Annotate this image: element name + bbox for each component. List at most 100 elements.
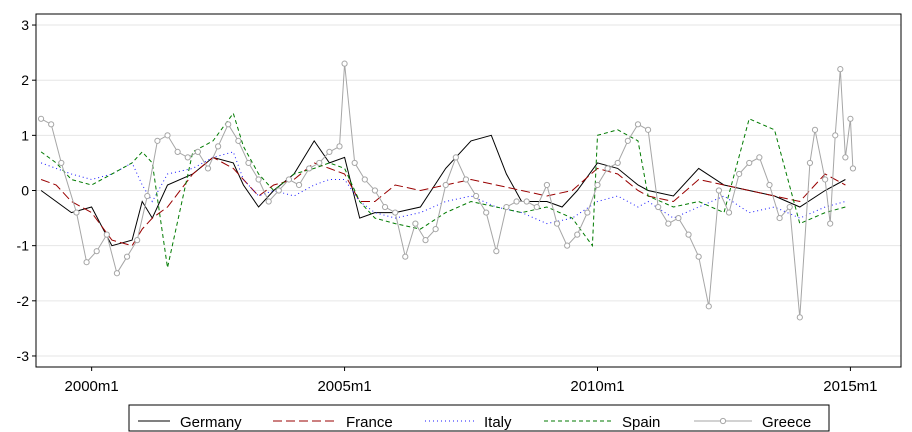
data-point (847, 115, 854, 122)
data-point (73, 209, 80, 216)
data-point (103, 231, 110, 238)
y-axis: -3 -2 -1 0 1 2 3 (17, 17, 36, 364)
legend-label: Spain (622, 414, 660, 431)
data-point (174, 148, 181, 155)
y-tick-label: 2 (21, 72, 29, 88)
data-point (705, 303, 712, 310)
data-point (624, 137, 631, 144)
data-point (685, 231, 692, 238)
data-point (48, 121, 55, 128)
data-point (553, 220, 561, 227)
y-tick-label: 3 (21, 17, 29, 33)
data-point (513, 198, 520, 205)
data-point (715, 187, 722, 194)
data-point (194, 148, 201, 155)
legend-item-spain: Spain (544, 414, 660, 431)
data-point (786, 203, 793, 211)
data-point (665, 220, 672, 227)
y-tick-label: -1 (17, 238, 30, 254)
data-point (336, 143, 343, 150)
data-point (806, 159, 814, 167)
x-tick-label: 2010m1 (570, 378, 624, 395)
data-point (316, 159, 323, 167)
data-point (235, 137, 242, 144)
data-point (725, 209, 733, 216)
data-point (832, 132, 839, 139)
data-point (285, 176, 293, 183)
legend-item-france: France (273, 414, 393, 431)
data-point (341, 60, 348, 67)
series-line (40, 151, 846, 225)
legend-marker (719, 417, 727, 425)
data-point (225, 121, 232, 128)
data-point (123, 253, 131, 260)
data-point (483, 209, 490, 216)
data-point (837, 66, 844, 73)
data-point (574, 231, 581, 238)
data-point (614, 159, 621, 167)
data-point (655, 203, 662, 211)
legend-box (128, 404, 830, 432)
data-point (675, 214, 682, 222)
data-point (766, 181, 773, 189)
y-tick-label: -2 (17, 293, 30, 309)
data-point (184, 154, 191, 161)
data-point (422, 237, 429, 244)
data-point (113, 270, 121, 277)
data-point (472, 192, 480, 200)
data-point (462, 176, 470, 183)
series-line (40, 112, 846, 268)
data-point (644, 126, 652, 133)
data-point (255, 176, 262, 183)
data-point (564, 242, 571, 249)
data-point (849, 165, 857, 172)
legend-label: Greece (762, 414, 811, 431)
data-point (452, 154, 459, 161)
x-tick-label: 2015m1 (823, 378, 877, 395)
data-point (796, 314, 803, 321)
data-point (822, 176, 829, 183)
data-point (533, 203, 540, 211)
data-point (204, 165, 212, 172)
legend: Germany France Italy Spain Greece (128, 404, 830, 432)
series-italy (40, 151, 846, 225)
data-point (83, 259, 90, 266)
series-layer (37, 60, 857, 321)
data-point (827, 220, 834, 227)
data-point (265, 198, 272, 205)
y-tick-label: -3 (17, 348, 30, 364)
data-point (144, 192, 151, 200)
data-point (412, 220, 419, 227)
data-point (432, 226, 439, 233)
data-point (37, 115, 45, 122)
data-point (295, 181, 303, 189)
data-point (245, 159, 252, 167)
data-point (503, 203, 510, 211)
legend-label: Italy (484, 414, 512, 431)
x-tick-label: 2005m1 (317, 378, 371, 395)
data-point (275, 187, 282, 194)
data-point (695, 253, 702, 260)
data-point (392, 209, 399, 216)
legend-item-germany: Germany (138, 414, 242, 431)
data-point (93, 248, 100, 255)
data-point (361, 176, 368, 183)
x-axis: 2000m1 2005m1 2010m1 2015m1 (65, 367, 878, 395)
series-france (40, 156, 846, 247)
data-point (584, 209, 591, 216)
data-point (811, 126, 819, 133)
data-point (736, 170, 743, 178)
data-point (381, 203, 389, 211)
data-point (756, 154, 763, 161)
series-greece (37, 60, 857, 321)
data-point (306, 165, 313, 172)
data-point (493, 248, 500, 255)
data-point (134, 237, 141, 244)
data-point (402, 253, 409, 260)
legend-item-greece: Greece (694, 414, 811, 431)
data-point (746, 159, 753, 167)
data-point (594, 181, 601, 189)
data-point (215, 143, 222, 150)
data-point (842, 154, 849, 161)
